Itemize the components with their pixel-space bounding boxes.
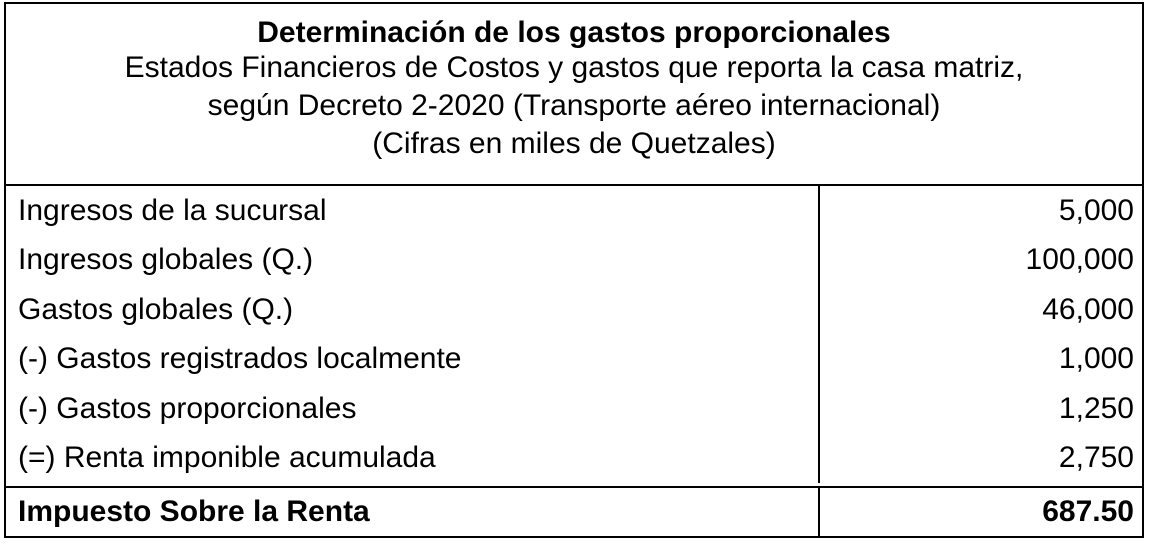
row-value: 1,250 [1058,391,1134,425]
subtitle-line: según Decreto 2-2020 (Transporte aéreo i… [207,89,941,122]
table-body: Ingresos de la sucursal 5,000 Ingresos gl… [6,186,1142,488]
table-row: (=) Renta imponible acumulada 2,750 [6,433,1142,483]
total-row: Impuesto Sobre la Renta 687.50 [6,488,1142,536]
gastos-proporcionales-table: Determinación de los gastos proporcional… [4,2,1144,538]
table-row: (-) Gastos proporcionales 1,250 [6,384,1142,434]
table-header: Determinación de los gastos proporcional… [6,4,1142,186]
row-label: (=) Renta imponible acumulada [6,433,820,483]
row-label: (-) Gastos registrados localmente [6,334,820,384]
subtitle-line: Estados Financieros de Costos y gastos q… [124,51,1024,84]
row-label: (-) Gastos proporcionales [6,384,820,434]
table-title: Determinación de los gastos proporcional… [257,16,891,49]
row-value: 2,750 [1058,441,1134,475]
subtitle-line: (Cifras en miles de Quetzales) [372,127,776,160]
total-label: Impuesto Sobre la Renta [6,488,820,536]
table-row: Gastos globales (Q.) 46,000 [6,285,1142,335]
row-label: Ingresos de la sucursal [6,186,820,236]
table-row: Ingresos globales (Q.) 100,000 [6,235,1142,285]
row-value: 46,000 [1042,292,1134,326]
row-label: Ingresos globales (Q.) [6,235,820,285]
table-row: (-) Gastos registrados localmente 1,000 [6,334,1142,384]
row-label: Gastos globales (Q.) [6,285,820,335]
row-value: 100,000 [1025,243,1134,277]
table-row: Ingresos de la sucursal 5,000 [6,186,1142,236]
row-value: 1,000 [1058,342,1134,376]
row-value: 5,000 [1058,193,1134,227]
total-value: 687.50 [1042,495,1134,528]
